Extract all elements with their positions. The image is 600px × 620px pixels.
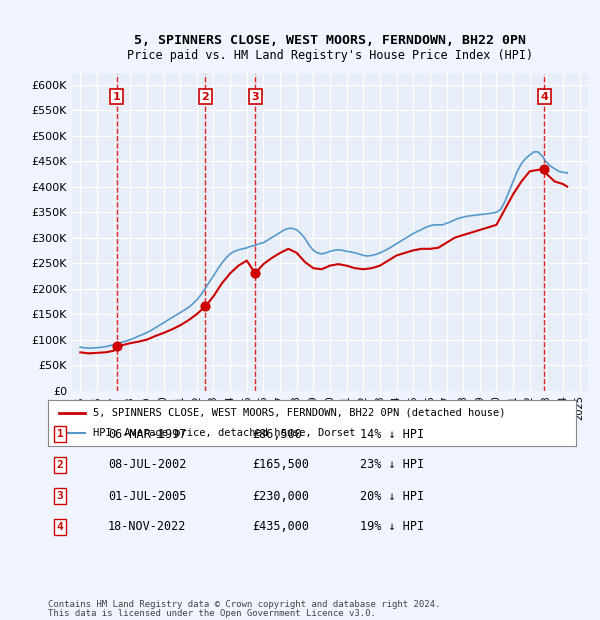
Text: 01-JUL-2005: 01-JUL-2005	[108, 490, 187, 502]
Text: HPI: Average price, detached house, Dorset: HPI: Average price, detached house, Dors…	[93, 428, 355, 438]
Text: 1: 1	[113, 92, 121, 102]
Text: £230,000: £230,000	[252, 490, 309, 502]
Point	[112, 342, 121, 352]
Text: 2: 2	[56, 460, 64, 470]
Text: 23% ↓ HPI: 23% ↓ HPI	[360, 459, 424, 471]
Point	[539, 164, 549, 174]
Text: 3: 3	[56, 491, 64, 501]
Text: Contains HM Land Registry data © Crown copyright and database right 2024.: Contains HM Land Registry data © Crown c…	[48, 600, 440, 609]
Text: £165,500: £165,500	[252, 459, 309, 471]
Text: 06-MAR-1997: 06-MAR-1997	[108, 428, 187, 440]
Text: 19% ↓ HPI: 19% ↓ HPI	[360, 521, 424, 533]
Text: Price paid vs. HM Land Registry's House Price Index (HPI): Price paid vs. HM Land Registry's House …	[127, 50, 533, 62]
Text: 14% ↓ HPI: 14% ↓ HPI	[360, 428, 424, 440]
Text: 5, SPINNERS CLOSE, WEST MOORS, FERNDOWN, BH22 0PN: 5, SPINNERS CLOSE, WEST MOORS, FERNDOWN,…	[134, 34, 526, 46]
Text: 3: 3	[251, 92, 259, 102]
Text: 08-JUL-2002: 08-JUL-2002	[108, 459, 187, 471]
Text: 20% ↓ HPI: 20% ↓ HPI	[360, 490, 424, 502]
Text: 4: 4	[541, 92, 548, 102]
Text: 2: 2	[202, 92, 209, 102]
Text: This data is licensed under the Open Government Licence v3.0.: This data is licensed under the Open Gov…	[48, 609, 376, 618]
Text: 1: 1	[56, 429, 64, 439]
Point	[200, 301, 210, 311]
Text: £435,000: £435,000	[252, 521, 309, 533]
Text: 5, SPINNERS CLOSE, WEST MOORS, FERNDOWN, BH22 0PN (detached house): 5, SPINNERS CLOSE, WEST MOORS, FERNDOWN,…	[93, 408, 505, 418]
Point	[250, 268, 260, 278]
Text: £86,500: £86,500	[252, 428, 302, 440]
Text: 4: 4	[56, 522, 64, 532]
Text: 18-NOV-2022: 18-NOV-2022	[108, 521, 187, 533]
